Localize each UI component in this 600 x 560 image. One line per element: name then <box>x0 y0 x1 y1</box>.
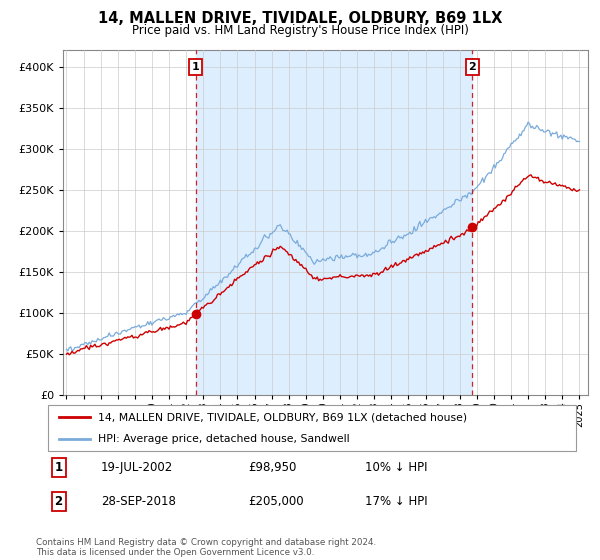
Text: 10% ↓ HPI: 10% ↓ HPI <box>365 461 427 474</box>
Text: 1: 1 <box>191 62 199 72</box>
Text: 14, MALLEN DRIVE, TIVIDALE, OLDBURY, B69 1LX (detached house): 14, MALLEN DRIVE, TIVIDALE, OLDBURY, B69… <box>98 412 467 422</box>
Bar <box>196 50 472 395</box>
Text: 1: 1 <box>55 461 62 474</box>
Text: 19-JUL-2002: 19-JUL-2002 <box>101 461 173 474</box>
Text: 2: 2 <box>55 496 62 508</box>
FancyBboxPatch shape <box>48 405 576 451</box>
Text: Contains HM Land Registry data © Crown copyright and database right 2024.
This d: Contains HM Land Registry data © Crown c… <box>36 538 376 557</box>
Text: £98,950: £98,950 <box>248 461 297 474</box>
Text: 28-SEP-2018: 28-SEP-2018 <box>101 496 176 508</box>
Text: 2: 2 <box>469 62 476 72</box>
Text: 17% ↓ HPI: 17% ↓ HPI <box>365 496 427 508</box>
Text: 14, MALLEN DRIVE, TIVIDALE, OLDBURY, B69 1LX: 14, MALLEN DRIVE, TIVIDALE, OLDBURY, B69… <box>98 11 502 26</box>
Text: £205,000: £205,000 <box>248 496 304 508</box>
Text: Price paid vs. HM Land Registry's House Price Index (HPI): Price paid vs. HM Land Registry's House … <box>131 24 469 36</box>
Text: HPI: Average price, detached house, Sandwell: HPI: Average price, detached house, Sand… <box>98 435 350 444</box>
